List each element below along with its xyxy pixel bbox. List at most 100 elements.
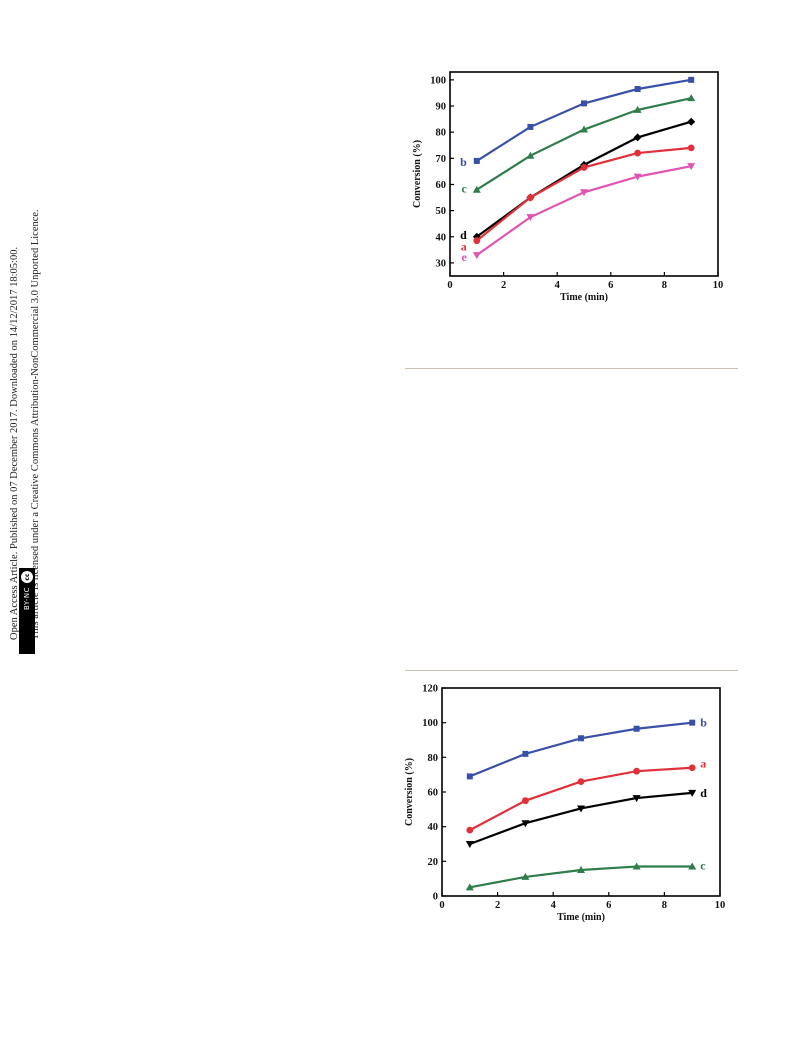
series-line-e (476, 165, 692, 256)
series-a: a (466, 757, 706, 834)
series-d: d (465, 786, 707, 848)
data-point (688, 862, 697, 870)
y-tick-label: 100 (430, 75, 446, 86)
y-tick-label: 30 (436, 258, 447, 269)
data-point (472, 252, 481, 260)
x-tick-label: 0 (439, 900, 444, 911)
y-tick-label: 50 (436, 206, 447, 217)
data-point (473, 157, 480, 164)
data-point (580, 125, 588, 133)
data-point (465, 883, 474, 891)
data-point (526, 214, 535, 222)
conversion-chart-2: 0 20 40 60 80 100 120 0 2 4 6 8 10 Time (min) Conversi… (404, 680, 740, 928)
x-tick-label: 4 (555, 280, 561, 291)
data-point (580, 164, 588, 171)
series-label-e: e (461, 250, 467, 264)
x-tick-label: 0 (447, 280, 452, 291)
series-label-d: d (460, 228, 467, 242)
series-label-b: b (700, 716, 707, 730)
y-tick-label: 60 (436, 180, 447, 191)
data-point (581, 100, 587, 107)
data-point (522, 797, 529, 805)
data-point (526, 151, 535, 159)
data-point (688, 76, 695, 83)
x-tick-label: 4 (551, 900, 557, 911)
data-point (687, 117, 696, 126)
licence-notice: This article is licensed under a Creativ… (30, 209, 41, 640)
series-b: b (460, 76, 695, 169)
series-line-b (476, 78, 692, 162)
publication-notice: Open Access Article. Published on 07 Dec… (9, 246, 20, 640)
x-axis-label: Time (min) (557, 912, 605, 923)
data-point (633, 133, 642, 142)
section-divider (405, 670, 738, 671)
y-tick-label: 60 (428, 788, 439, 799)
chart-2-svg: 0 20 40 60 80 100 120 0 2 4 6 8 10 Time (min) Conversi… (404, 684, 725, 924)
y-tick-label: 40 (428, 822, 439, 833)
y-tick-label: 0 (433, 892, 438, 903)
data-point (577, 778, 585, 785)
data-point (465, 841, 474, 848)
plot-frame (441, 687, 721, 897)
conversion-chart-1: 30 40 50 60 70 80 90 100 0 2 4 6 8 10 Time (min) Conver… (404, 60, 740, 310)
plot-frame (449, 71, 719, 277)
x-tick-label: 8 (662, 280, 667, 291)
y-tick-label: 20 (428, 857, 439, 868)
y-tick-label: 120 (422, 684, 438, 695)
series-label-c: c (700, 859, 706, 873)
series-label-b: b (460, 155, 467, 169)
data-point (633, 725, 640, 732)
x-tick-label: 2 (501, 280, 506, 291)
section-divider (405, 368, 738, 369)
y-tick-label: 100 (422, 718, 438, 729)
data-point (633, 173, 642, 181)
y-axis-label: Conversion (%) (404, 758, 415, 826)
data-point (633, 767, 640, 775)
data-point (632, 862, 641, 870)
y-tick-label: 80 (436, 128, 447, 139)
series-line-c (476, 97, 692, 191)
data-point (633, 105, 642, 113)
series-line-b (469, 721, 693, 778)
data-point (687, 144, 695, 152)
x-tick-label: 10 (713, 280, 724, 291)
data-point (687, 94, 696, 102)
data-point (466, 773, 473, 780)
series-line-d (469, 791, 693, 846)
series-a: a (461, 144, 695, 254)
data-point (687, 163, 696, 171)
y-tick-label: 40 (436, 232, 447, 243)
series-label-a: a (700, 757, 706, 771)
series-e: e (461, 163, 696, 264)
series-label-c: c (461, 182, 467, 196)
x-tick-label: 6 (608, 280, 613, 291)
x-tick-label: 6 (606, 900, 611, 911)
data-point (634, 86, 641, 92)
data-point (580, 189, 588, 197)
y-tick-label: 90 (436, 102, 447, 113)
licence-sidebar: Open Access Article. Published on 07 Dec… (0, 0, 60, 1039)
data-point (521, 820, 530, 828)
data-point (527, 123, 534, 130)
x-tick-label: 8 (662, 900, 667, 911)
cc-badge-label: BY-NC (23, 587, 31, 611)
series-line-a (469, 766, 693, 832)
series-c: c (465, 859, 706, 891)
data-point (527, 194, 534, 201)
data-point (688, 789, 697, 797)
cc-by-nc-badge[interactable]: cc BY-NC (19, 568, 35, 654)
data-point (521, 872, 530, 880)
series-line-d (476, 120, 692, 238)
data-point (578, 735, 584, 742)
series-label-d: d (700, 786, 707, 800)
data-point (473, 237, 481, 245)
data-point (632, 795, 641, 803)
data-point (466, 826, 474, 834)
data-point (522, 750, 529, 757)
series-b: b (466, 716, 707, 780)
data-point (577, 866, 585, 873)
y-axis-label: Conversion (%) (412, 140, 423, 208)
series-c: c (461, 94, 696, 196)
y-tick-label: 70 (436, 154, 447, 165)
x-tick-label: 2 (495, 900, 500, 911)
